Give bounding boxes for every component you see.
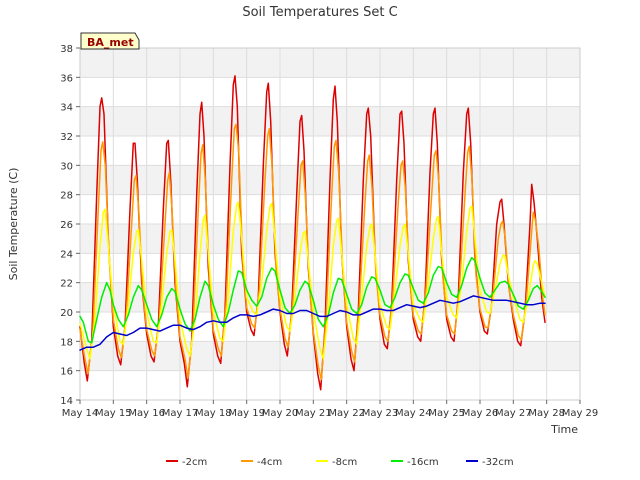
x-tick-label: May 23 (362, 408, 399, 419)
x-axis-label: Time (550, 423, 578, 436)
x-tick-label: May 18 (195, 408, 232, 419)
legend-label: -2cm (182, 457, 207, 468)
y-tick-label: 16 (60, 367, 73, 378)
station-tag-shape (80, 32, 140, 50)
series-line-minus-16cm (79, 256, 546, 344)
x-tick-label: May 26 (462, 408, 499, 419)
x-tick-label: May 29 (562, 408, 599, 419)
legend-label: -4cm (257, 457, 282, 468)
y-tick-label: 30 (60, 161, 73, 172)
x-tick-label: May 28 (528, 408, 565, 419)
y-axis-label: Soil Temperature (C) (7, 168, 20, 281)
x-tick-label: May 16 (128, 408, 165, 419)
x-tick-label: May 15 (95, 408, 132, 419)
y-tick-label: 24 (60, 249, 73, 260)
y-tick-label: 20 (60, 308, 73, 319)
plot-band (80, 312, 580, 342)
plot-band (80, 48, 580, 78)
x-tick-label: May 22 (328, 408, 365, 419)
y-tick-label: 18 (60, 337, 73, 348)
y-tick-label: 38 (60, 44, 73, 55)
x-tick-label: May 27 (495, 408, 532, 419)
y-tick-label: 36 (60, 73, 73, 84)
legend-label: -8cm (332, 457, 357, 468)
y-tick-label: 22 (60, 279, 73, 290)
series-layer (79, 75, 546, 391)
plot-band (80, 106, 580, 136)
y-tick-label: 14 (60, 396, 73, 407)
plot-band (80, 136, 580, 166)
plot-band (80, 77, 580, 107)
x-tick-label: May 21 (295, 408, 332, 419)
legend: -2cm -4cm -8cm -16cm -32cm (166, 457, 514, 468)
legend-item: -4cm (241, 457, 282, 468)
y-tick-label: 32 (60, 132, 73, 143)
legend-label: -16cm (407, 457, 439, 468)
legend-item: -32cm (466, 457, 514, 468)
station-tag: BA_met (80, 32, 140, 50)
y-tick-label: 26 (60, 220, 73, 231)
x-tick-label: May 19 (228, 408, 265, 419)
legend-label: -32cm (482, 457, 514, 468)
plot-band (80, 341, 580, 371)
legend-item: -16cm (391, 457, 439, 468)
x-tick-label: May 25 (428, 408, 465, 419)
y-axis-ticks: 14 16 18 20 22 24 26 28 30 32 34 36 38 (60, 44, 80, 407)
legend-item: -8cm (316, 457, 357, 468)
legend-item: -2cm (166, 457, 207, 468)
x-tick-label: May 17 (162, 408, 199, 419)
chart-title: Soil Temperatures Set C (242, 5, 397, 20)
station-tag-label: BA_met (87, 36, 134, 49)
y-tick-label: 28 (60, 191, 73, 202)
y-tick-label: 34 (60, 103, 73, 114)
x-tick-label: May 14 (62, 408, 99, 419)
x-tick-label: May 20 (262, 408, 299, 419)
x-tick-label: May 24 (395, 408, 432, 419)
series-line-minus-32cm (79, 295, 546, 351)
plot-band (80, 370, 580, 400)
